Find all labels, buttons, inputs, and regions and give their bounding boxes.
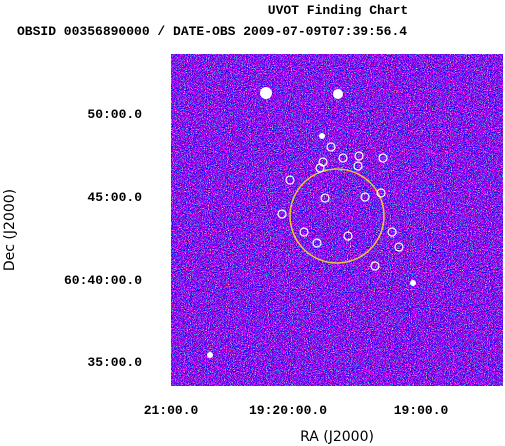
y-tick-label: 60:40:00.0 (64, 273, 142, 288)
x-tick-label: 19:20:00.0 (249, 403, 327, 418)
x-tick-label: 19:00.0 (394, 403, 449, 418)
y-tick-label: 35:00.0 (87, 355, 142, 370)
y-tick-label: 45:00.0 (87, 190, 142, 205)
y-axis-label: Dec (J2000) (2, 189, 18, 271)
x-axis-label: RA (J2000) (300, 429, 374, 445)
title: UVOT Finding Chart (268, 3, 408, 18)
y-tick-label: 50:00.0 (87, 107, 142, 122)
subtitle: OBSID 00356890000 / DATE-OBS 2009-07-09T… (17, 24, 407, 39)
sky-image (171, 54, 503, 386)
x-tick-label: 21:00.0 (144, 403, 199, 418)
